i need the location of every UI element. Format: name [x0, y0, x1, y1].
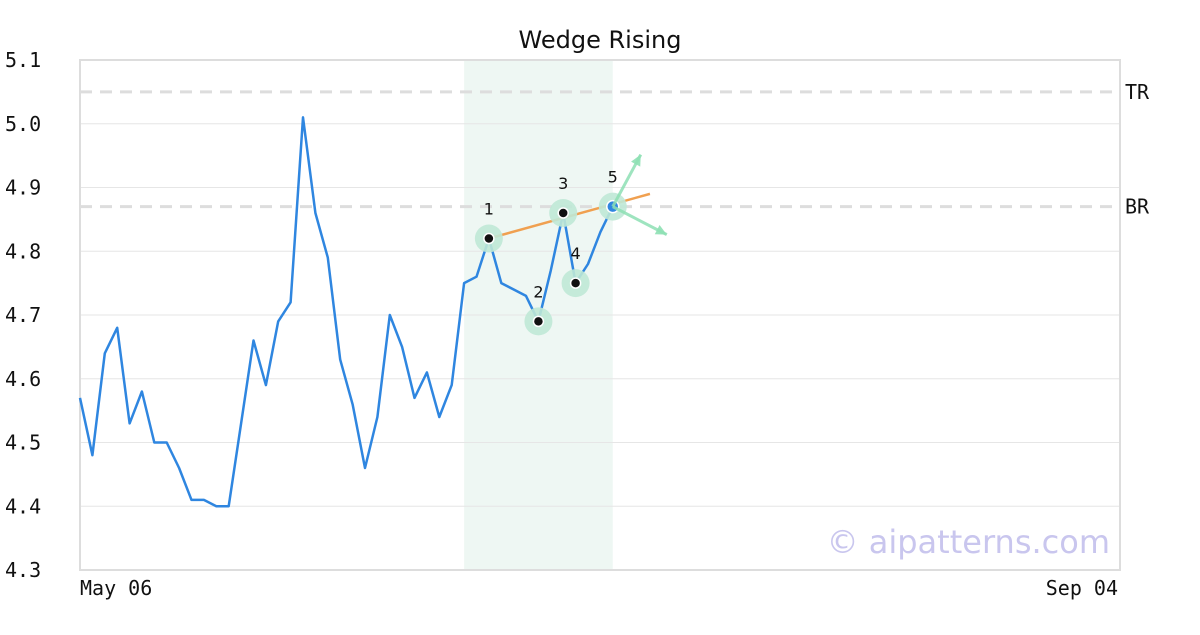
y-tick-label: 4.5: [5, 431, 41, 455]
pattern-point-marker: [569, 277, 582, 289]
pattern-point-marker: [532, 315, 545, 328]
chart-title: Wedge Rising: [519, 26, 682, 54]
pattern-point-label: 5: [608, 168, 618, 187]
watermark: © aipatterns.com: [827, 523, 1110, 561]
y-tick-label: 4.6: [5, 367, 41, 391]
y-tick-label: 5.1: [5, 48, 41, 72]
plot-frame: [79, 59, 1121, 571]
pattern-layer: 1 2 3 4 5: [474, 153, 668, 336]
reference-label-br: BR: [1125, 195, 1150, 219]
pattern-point-marker: [483, 232, 495, 245]
y-tick-label: 4.8: [5, 239, 41, 263]
pattern-point-label: 3: [558, 174, 568, 193]
x-tick-label-start: May 06: [80, 576, 152, 600]
y-tick-label: 4.9: [5, 176, 41, 200]
projection-arrow-up-head: [631, 154, 641, 167]
pattern-point-label: 4: [571, 244, 581, 263]
pattern-point-label: 1: [484, 200, 494, 219]
price-line: [78, 116, 614, 508]
y-tick-label: 4.7: [5, 303, 41, 327]
pattern-point-label: 2: [533, 282, 543, 301]
series-layer: [78, 116, 614, 508]
x-tick-label-end: Sep 04: [1046, 576, 1118, 600]
y-tick-label: 4.3: [5, 558, 41, 582]
y-tick-labels: 5.1 5.0 4.9 4.8 4.7 4.6 4.5 4.4 4.3: [5, 48, 41, 582]
y-tick-label: 4.4: [5, 494, 41, 518]
projection-arrow-down-head: [654, 225, 667, 235]
pattern-point-marker: [557, 207, 569, 219]
y-tick-label: 5.0: [5, 112, 41, 136]
reference-label-tr: TR: [1125, 80, 1150, 104]
